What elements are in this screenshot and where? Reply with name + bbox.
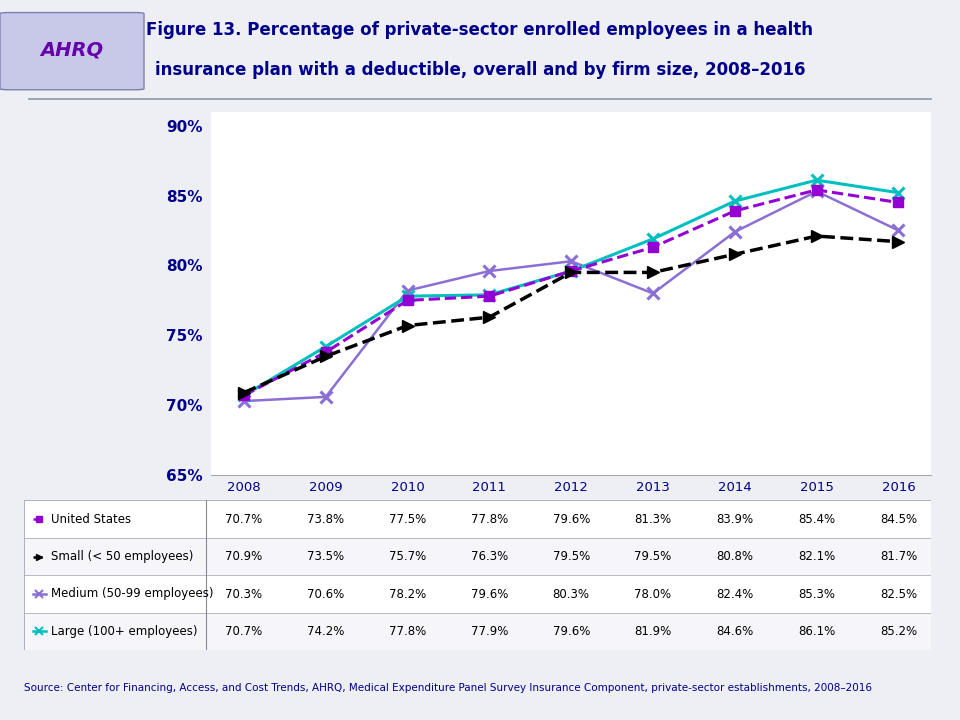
Text: 70.3%: 70.3%: [226, 588, 262, 600]
Large (100+ employees): [893, 189, 904, 197]
Text: 77.8%: 77.8%: [389, 625, 426, 638]
United States: [484, 292, 495, 300]
Text: 84.6%: 84.6%: [716, 625, 754, 638]
Text: Large (100+ employees): Large (100+ employees): [52, 625, 198, 638]
Medium (50-99 employees): [811, 187, 823, 196]
United States: [893, 198, 904, 207]
Text: 79.6%: 79.6%: [553, 625, 589, 638]
Small (< 50 employees): [647, 268, 659, 276]
Text: 2015: 2015: [800, 481, 833, 495]
Text: 2014: 2014: [718, 481, 752, 495]
Text: 82.1%: 82.1%: [798, 550, 835, 563]
Text: 75.7%: 75.7%: [389, 550, 426, 563]
Text: AHRQ: AHRQ: [40, 40, 104, 60]
Text: 73.8%: 73.8%: [307, 513, 345, 526]
Large (100+ employees): [565, 266, 577, 275]
Text: 70.6%: 70.6%: [307, 588, 345, 600]
Text: 70.9%: 70.9%: [226, 550, 262, 563]
Text: 2009: 2009: [309, 481, 343, 495]
Text: 81.7%: 81.7%: [880, 550, 917, 563]
United States: [647, 243, 659, 251]
Medium (50-99 employees): [893, 226, 904, 235]
United States: [402, 296, 414, 305]
Large (100+ employees): [320, 342, 331, 351]
Small (< 50 employees): [320, 352, 331, 361]
Medium (50-99 employees): [320, 392, 331, 401]
Text: 85.4%: 85.4%: [798, 513, 835, 526]
Large (100+ employees): [484, 290, 495, 299]
FancyBboxPatch shape: [0, 12, 144, 90]
United States: [565, 266, 577, 275]
Text: 2011: 2011: [472, 481, 506, 495]
Small (< 50 employees): [893, 238, 904, 246]
Large (100+ employees): [729, 197, 740, 205]
Text: 79.5%: 79.5%: [635, 550, 672, 563]
Small (< 50 employees): [811, 232, 823, 240]
Line: United States: United States: [239, 185, 903, 400]
Text: 70.7%: 70.7%: [226, 513, 262, 526]
Text: 76.3%: 76.3%: [470, 550, 508, 563]
Text: 85.2%: 85.2%: [880, 625, 917, 638]
Large (100+ employees): [811, 176, 823, 184]
Small (< 50 employees): [402, 321, 414, 330]
Small (< 50 employees): [729, 250, 740, 258]
Text: 78.0%: 78.0%: [635, 588, 672, 600]
Text: 77.8%: 77.8%: [470, 513, 508, 526]
Bar: [24, 500, 931, 538]
Text: 82.5%: 82.5%: [880, 588, 917, 600]
Text: 82.4%: 82.4%: [716, 588, 754, 600]
Text: United States: United States: [52, 513, 132, 526]
Text: 74.2%: 74.2%: [307, 625, 345, 638]
Bar: [24, 575, 931, 613]
Text: 70.7%: 70.7%: [226, 625, 262, 638]
Text: 77.9%: 77.9%: [470, 625, 508, 638]
Text: 84.5%: 84.5%: [880, 513, 917, 526]
Small (< 50 employees): [484, 313, 495, 322]
Medium (50-99 employees): [729, 228, 740, 236]
United States: [238, 391, 250, 400]
Text: 2016: 2016: [881, 481, 915, 495]
Text: insurance plan with a deductible, overall and by firm size, 2008–2016: insurance plan with a deductible, overal…: [155, 60, 805, 78]
Text: 77.5%: 77.5%: [389, 513, 426, 526]
Text: 73.5%: 73.5%: [307, 550, 345, 563]
Text: 83.9%: 83.9%: [716, 513, 754, 526]
Line: Medium (50-99 employees): Medium (50-99 employees): [238, 185, 904, 408]
Text: 2013: 2013: [636, 481, 670, 495]
Small (< 50 employees): [238, 388, 250, 397]
Medium (50-99 employees): [484, 266, 495, 275]
Small (< 50 employees): [565, 268, 577, 276]
Line: Large (100+ employees): Large (100+ employees): [238, 174, 904, 402]
United States: [729, 207, 740, 215]
Large (100+ employees): [647, 235, 659, 243]
Text: 85.3%: 85.3%: [798, 588, 835, 600]
Text: 79.6%: 79.6%: [553, 513, 589, 526]
Text: 78.2%: 78.2%: [389, 588, 426, 600]
Text: 2008: 2008: [228, 481, 261, 495]
Text: 2010: 2010: [391, 481, 424, 495]
Medium (50-99 employees): [402, 287, 414, 295]
Bar: [24, 613, 931, 650]
Medium (50-99 employees): [565, 257, 577, 266]
Text: 81.3%: 81.3%: [635, 513, 672, 526]
Text: Figure 13. Percentage of private-sector enrolled employees in a health: Figure 13. Percentage of private-sector …: [147, 21, 813, 39]
Text: Small (< 50 employees): Small (< 50 employees): [52, 550, 194, 563]
Text: 81.9%: 81.9%: [635, 625, 672, 638]
Text: 80.3%: 80.3%: [553, 588, 589, 600]
Text: Medium (50-99 employees): Medium (50-99 employees): [52, 588, 214, 600]
Text: 80.8%: 80.8%: [716, 550, 754, 563]
Text: 79.5%: 79.5%: [553, 550, 589, 563]
United States: [811, 186, 823, 194]
Medium (50-99 employees): [647, 289, 659, 297]
Large (100+ employees): [238, 391, 250, 400]
United States: [320, 348, 331, 356]
Large (100+ employees): [402, 292, 414, 300]
Text: 79.6%: 79.6%: [470, 588, 508, 600]
Text: 86.1%: 86.1%: [798, 625, 835, 638]
Bar: [24, 538, 931, 575]
Text: Source: Center for Financing, Access, and Cost Trends, AHRQ, Medical Expenditure: Source: Center for Financing, Access, an…: [24, 683, 872, 693]
Line: Small (< 50 employees): Small (< 50 employees): [238, 230, 904, 399]
Medium (50-99 employees): [238, 397, 250, 405]
Text: 2012: 2012: [554, 481, 588, 495]
